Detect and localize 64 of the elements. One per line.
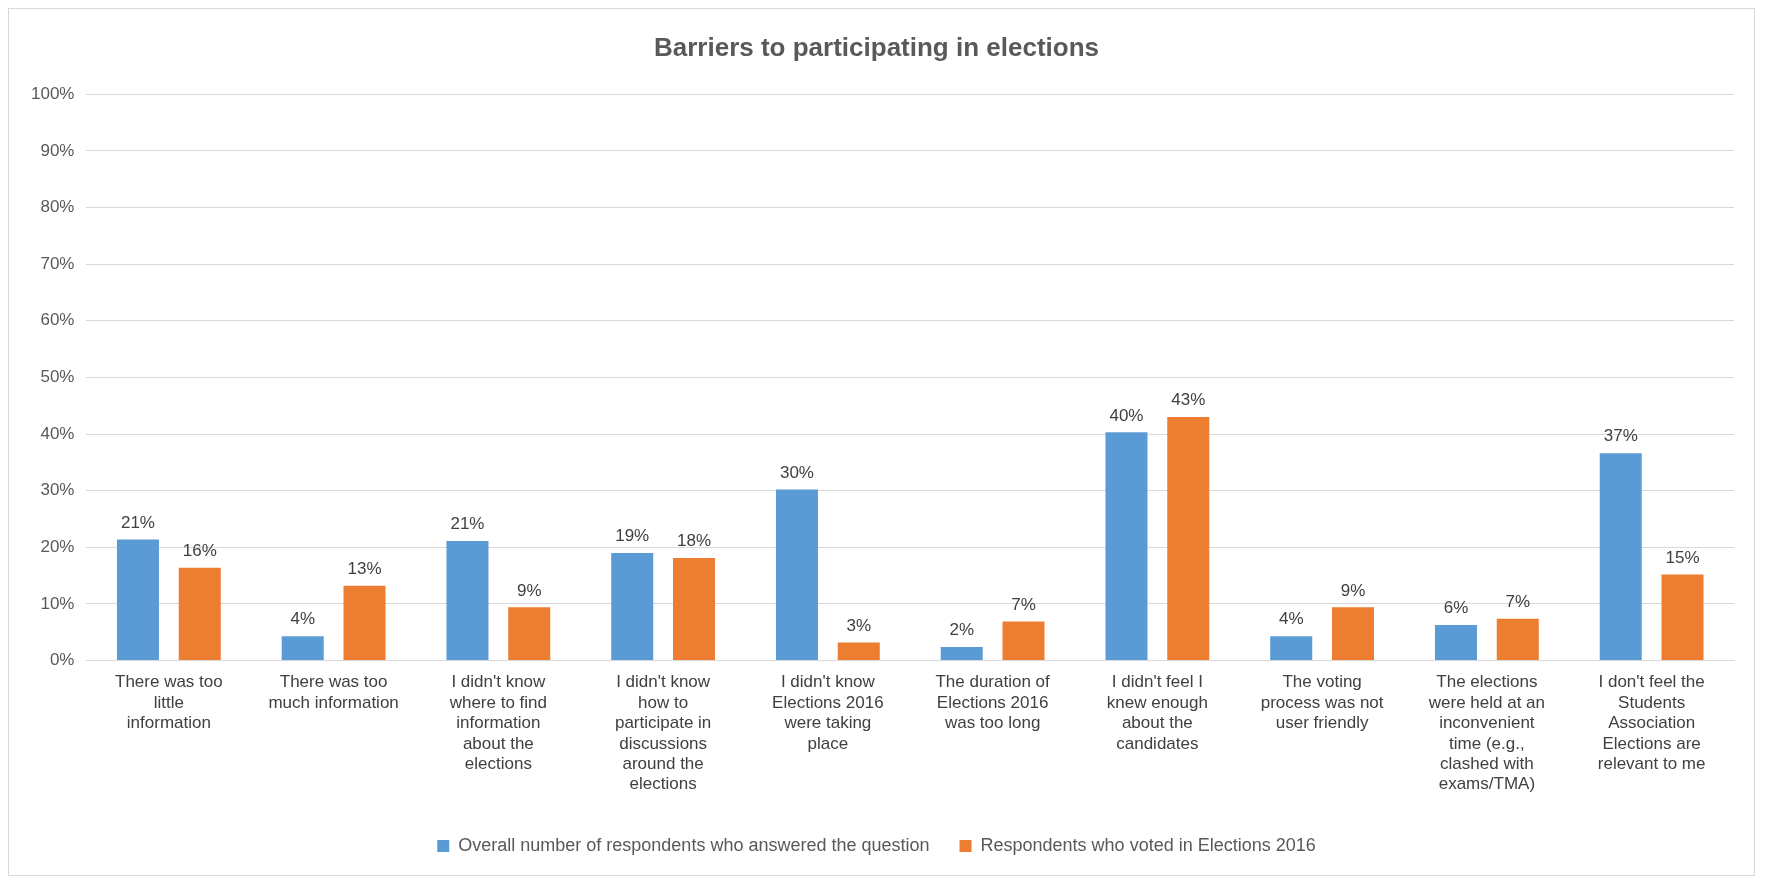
bar	[611, 552, 654, 661]
bar	[508, 607, 551, 661]
x-tick-label: I didn't know Elections 2016 were taking place	[772, 672, 884, 753]
x-tick-label: There was too much information	[268, 672, 399, 712]
bar	[837, 642, 880, 661]
x-tick-label: I don't feel the Students Association Elections are relevant to me	[1597, 672, 1706, 774]
bar	[446, 541, 489, 661]
x-tick-label: The voting process was not user friendly	[1260, 672, 1384, 733]
bar	[1167, 417, 1210, 661]
y-tick-label: 0%	[49, 650, 75, 670]
data-label: 9%	[1340, 580, 1366, 600]
data-label: 13%	[347, 559, 382, 579]
bar	[673, 558, 716, 661]
bar	[116, 539, 159, 661]
y-tick-label: 90%	[40, 140, 75, 160]
data-label: 4%	[290, 609, 316, 629]
x-tick-label: I didn't feel I knew enough about the candidates	[1106, 672, 1208, 753]
bar	[1661, 574, 1704, 661]
x-tick-label: I didn't know how to participate in discussions around the elections	[614, 672, 712, 794]
bar	[178, 567, 221, 661]
data-label: 16%	[182, 540, 217, 560]
y-tick-label: 40%	[40, 423, 75, 443]
y-tick-label: 100%	[31, 83, 75, 103]
y-tick-label: 60%	[40, 310, 75, 330]
bar	[1105, 432, 1148, 661]
data-label: 2%	[949, 620, 975, 640]
data-label: 37%	[1603, 426, 1638, 446]
x-tick-label: I didn't know where to find information about the elections	[448, 672, 548, 774]
bar	[281, 636, 324, 661]
y-tick-label: 80%	[40, 197, 75, 217]
y-tick-label: 70%	[40, 253, 75, 273]
data-label: 15%	[1665, 547, 1700, 567]
legend-label: Respondents who voted in Elections 2016	[980, 834, 1316, 855]
y-tick-label: 10%	[40, 593, 75, 613]
data-label: 19%	[615, 526, 650, 546]
x-tick-label: There was too little information	[114, 672, 223, 733]
data-label: 3%	[846, 615, 872, 635]
y-tick-label: 30%	[40, 480, 75, 500]
bar	[1434, 624, 1477, 661]
data-label: 6%	[1443, 598, 1469, 618]
bar	[1332, 607, 1375, 661]
data-label: 30%	[779, 462, 814, 482]
x-tick-label: The duration of Elections 2016 was too long	[935, 672, 1051, 733]
data-label: 18%	[676, 531, 712, 551]
bar	[940, 647, 983, 661]
y-tick-label: 20%	[40, 537, 75, 557]
data-label: 7%	[1505, 591, 1531, 611]
data-label: 9%	[516, 580, 542, 600]
data-label: 21%	[120, 512, 155, 532]
legend-label: Overall number of respondents who answered the question	[458, 834, 930, 855]
data-label: 4%	[1278, 609, 1304, 629]
bar	[1496, 618, 1539, 661]
data-label: 7%	[1011, 594, 1036, 614]
data-label: 21%	[450, 514, 485, 534]
y-tick-label: 50%	[40, 367, 75, 387]
data-label: 43%	[1171, 390, 1206, 410]
bar	[775, 489, 818, 661]
data-label: 40%	[1109, 405, 1144, 425]
bar	[1599, 453, 1642, 661]
bar	[1270, 636, 1313, 661]
x-tick-label: The elections were held at an inconvenient time (e.g., clashed with exams/TMA)	[1427, 672, 1545, 794]
bar	[343, 585, 386, 661]
bar	[1002, 621, 1045, 661]
chart-title: Barriers to participating in elections	[654, 31, 1099, 62]
